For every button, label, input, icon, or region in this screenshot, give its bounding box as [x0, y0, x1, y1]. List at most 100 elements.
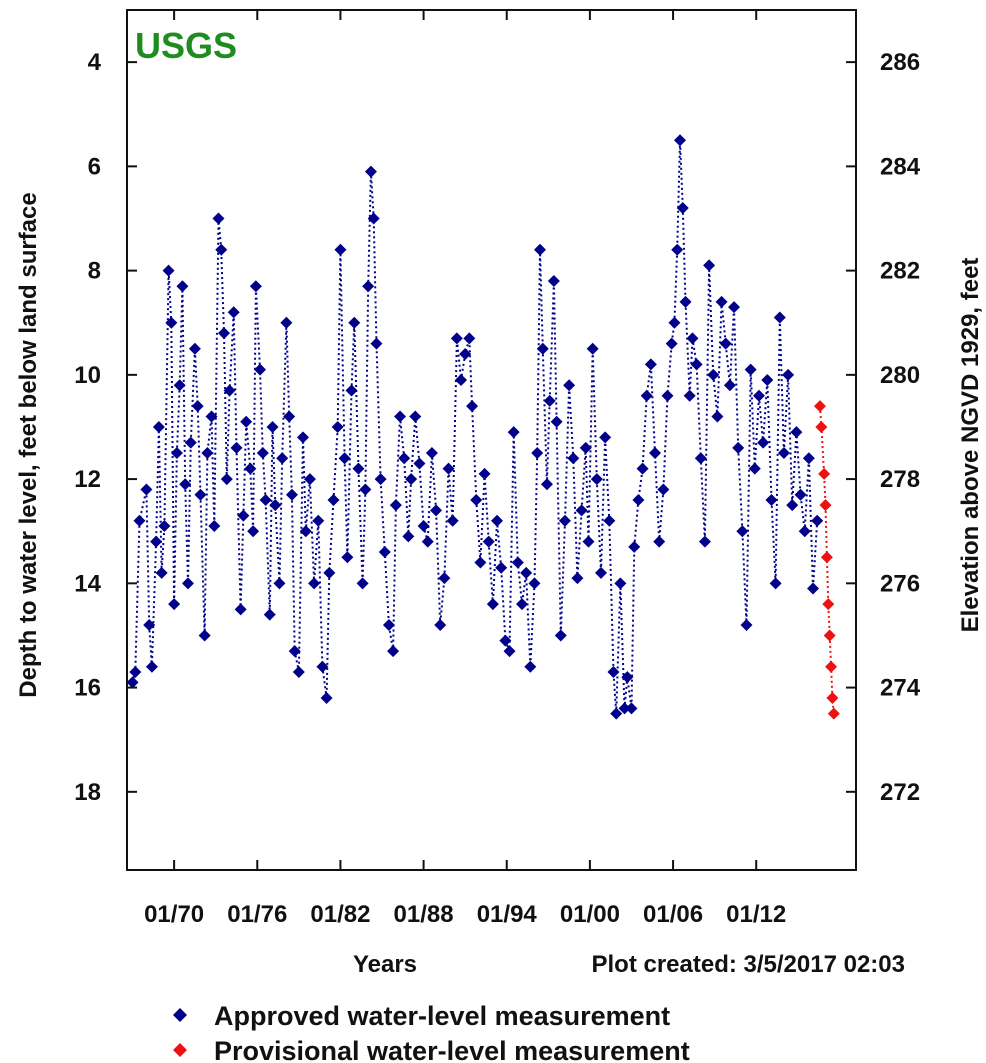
approved-point	[644, 358, 657, 371]
approved-point	[348, 316, 361, 329]
approved-point	[165, 316, 178, 329]
approved-point	[417, 520, 430, 532]
approved-point	[761, 374, 774, 387]
approved-point	[323, 566, 336, 579]
provisional-point	[822, 598, 835, 611]
approved-point	[590, 473, 603, 486]
approved-point	[478, 467, 491, 480]
approved-point	[653, 535, 666, 548]
approved-point	[703, 259, 716, 272]
approved-point	[413, 457, 426, 470]
approved-point	[752, 389, 765, 402]
approved-point	[463, 332, 476, 345]
x-tick-label: 01/76	[227, 901, 287, 928]
provisional-point	[827, 707, 840, 720]
provisional-point	[820, 551, 833, 564]
approved-point	[621, 671, 634, 684]
approved-point	[649, 447, 662, 460]
approved-point	[446, 514, 459, 527]
approved-point	[409, 410, 422, 423]
approved-point	[744, 363, 757, 376]
usgs-logo: USGS	[135, 25, 237, 66]
approved-point	[723, 379, 736, 392]
approved-point	[773, 311, 786, 324]
approved-point	[811, 514, 824, 527]
approved-point	[158, 520, 171, 532]
approved-point	[334, 243, 347, 256]
y2-tick-label: 272	[880, 779, 920, 806]
approved-point	[520, 566, 533, 579]
legend-marker-provisional	[173, 1043, 187, 1057]
approved-point	[299, 525, 312, 538]
approved-point	[543, 394, 556, 407]
approved-point	[459, 348, 472, 360]
provisional-point	[818, 467, 831, 480]
approved-point	[567, 452, 580, 465]
approved-point	[249, 280, 262, 293]
approved-point	[540, 478, 553, 491]
approved-point	[777, 447, 790, 460]
approved-point	[732, 441, 745, 454]
approved-point	[285, 488, 298, 501]
approved-point	[145, 660, 158, 673]
approved-point	[405, 473, 418, 486]
approved-point	[594, 566, 607, 579]
approved-point	[536, 342, 549, 355]
legend-label-approved: Approved water-level measurement	[214, 1001, 670, 1031]
y2-tick-label: 282	[880, 258, 920, 285]
approved-point	[740, 619, 753, 632]
approved-point	[331, 420, 344, 433]
approved-point	[140, 483, 153, 496]
approved-point	[215, 243, 228, 256]
approved-point	[168, 598, 181, 611]
approved-point	[603, 514, 616, 527]
y-tick-label: 16	[74, 675, 101, 702]
approved-point	[482, 535, 495, 548]
approved-point	[495, 561, 508, 574]
approved-point	[129, 665, 142, 678]
approved-point	[466, 400, 479, 413]
y2-tick-label: 274	[880, 675, 921, 702]
approved-point	[155, 566, 168, 579]
y2-tick-label: 276	[880, 570, 920, 597]
y-tick-label: 10	[74, 362, 101, 389]
approved-point	[308, 577, 321, 590]
approved-point	[665, 337, 678, 350]
approved-point	[312, 514, 325, 527]
x-tick-label: 01/70	[144, 901, 204, 928]
provisional-point	[815, 420, 828, 433]
approved-point	[632, 493, 645, 506]
approved-point	[769, 577, 782, 590]
approved-point	[425, 447, 438, 460]
approved-point	[288, 645, 301, 658]
approved-point	[782, 368, 795, 381]
approved-point	[563, 379, 576, 392]
approved-point	[320, 692, 333, 704]
approved-point	[263, 608, 276, 621]
approved-point	[558, 514, 571, 527]
approved-point	[292, 665, 305, 678]
approved-point	[599, 431, 612, 444]
plot-created-text: Plot created: 3/5/2017 02:03	[591, 951, 905, 978]
approved-point	[327, 493, 340, 506]
approved-point	[247, 525, 260, 538]
legend: Approved water-level measurement Provisi…	[173, 1001, 690, 1063]
approved-point	[676, 202, 689, 215]
approved-point	[378, 546, 391, 559]
approved-point	[276, 452, 289, 465]
approved-point	[176, 280, 189, 293]
y2-tick-label: 278	[880, 466, 920, 493]
approved-point	[628, 540, 641, 553]
approved-point	[394, 410, 407, 423]
y2-tick-label: 280	[880, 362, 920, 389]
approved-point	[133, 514, 146, 527]
y2-axis-title: Elevation above NGVD 1929, feet	[957, 258, 984, 633]
approved-point	[683, 389, 696, 402]
approved-point	[507, 426, 520, 439]
approved-point	[794, 488, 807, 501]
approved-point	[359, 483, 372, 496]
approved-point	[614, 577, 627, 590]
approved-point	[786, 499, 799, 512]
approved-point	[579, 441, 592, 454]
approved-point	[528, 577, 541, 590]
